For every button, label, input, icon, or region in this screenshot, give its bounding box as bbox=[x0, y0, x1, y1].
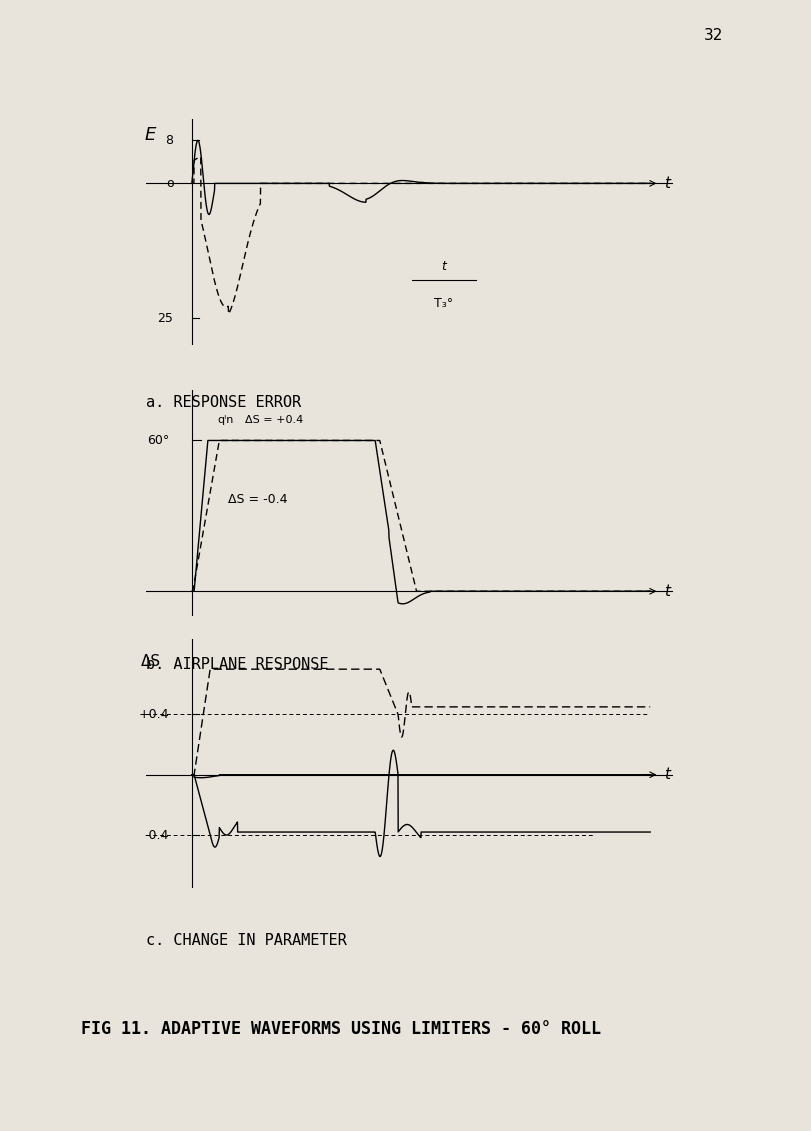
Text: -0.4: -0.4 bbox=[144, 829, 169, 841]
Text: 60°: 60° bbox=[147, 434, 169, 447]
Text: +0.4: +0.4 bbox=[139, 708, 169, 720]
Text: o: o bbox=[166, 176, 174, 190]
Text: t: t bbox=[664, 584, 670, 598]
Text: 25: 25 bbox=[157, 311, 174, 325]
Text: t: t bbox=[664, 767, 670, 783]
Text: 8: 8 bbox=[165, 133, 174, 147]
Text: ΔS = -0.4: ΔS = -0.4 bbox=[229, 493, 288, 507]
Text: FIG 11. ADAPTIVE WAVEFORMS USING LIMITERS - 60° ROLL: FIG 11. ADAPTIVE WAVEFORMS USING LIMITER… bbox=[81, 1020, 601, 1038]
Text: t: t bbox=[441, 259, 446, 273]
Text: t: t bbox=[664, 176, 670, 191]
Text: b. AIRPLANE RESPONSE: b. AIRPLANE RESPONSE bbox=[146, 657, 328, 672]
Text: qᴵn: qᴵn bbox=[217, 415, 234, 425]
Text: ΔS = +0.4: ΔS = +0.4 bbox=[238, 415, 303, 425]
Text: E: E bbox=[145, 126, 157, 144]
Text: 32: 32 bbox=[704, 27, 723, 43]
Text: ΔS: ΔS bbox=[140, 654, 161, 670]
Text: a. RESPONSE ERROR: a. RESPONSE ERROR bbox=[146, 395, 301, 409]
Text: T₃°: T₃° bbox=[435, 297, 453, 310]
Text: c. CHANGE IN PARAMETER: c. CHANGE IN PARAMETER bbox=[146, 933, 347, 948]
